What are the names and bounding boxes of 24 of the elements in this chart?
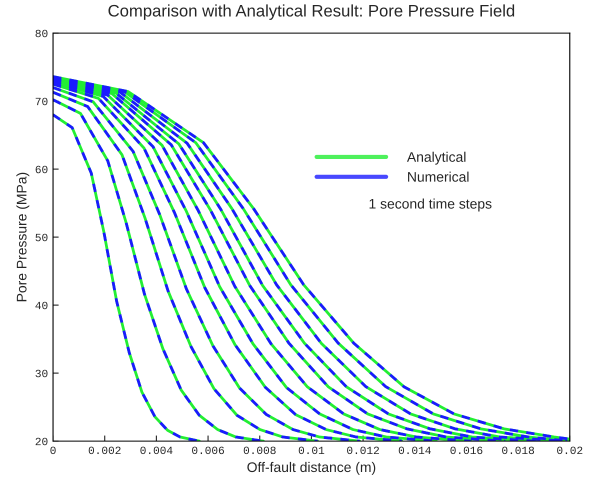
legend-label: Analytical [406, 152, 466, 165]
y-axis-title: Pore Pressure (MPa) [16, 172, 30, 302]
y-tick-label: 50 [36, 234, 48, 242]
y-tick-label: 60 [36, 166, 48, 174]
y-tick-label: 30 [36, 370, 48, 378]
y-tick-label: 40 [35, 302, 48, 310]
chart-title: Comparison with Analytical Result: Pore Pressure Field [108, 4, 514, 20]
x-tick-label: 0.008 [244, 446, 276, 454]
x-tick-label: 0.01 [298, 446, 324, 454]
x-tick-label: 0.002 [88, 446, 121, 454]
x-tick-label: 0.016 [450, 446, 482, 454]
x-tick-label: 0.02 [557, 446, 582, 454]
y-tick-label: 20 [36, 438, 48, 446]
x-tick-label: 0.004 [140, 446, 172, 454]
x-tick-label: 0.018 [502, 446, 534, 454]
legend-label: Numerical [408, 172, 469, 182]
x-tick-label: 0 [50, 446, 56, 454]
x-tick-label: 0.006 [192, 446, 224, 454]
x-tick-label: 0.014 [398, 446, 431, 454]
x-tick-label: 0.012 [347, 446, 379, 454]
x-axis-title: Off-fault distance (m) [247, 462, 376, 475]
y-tick-label: 80 [36, 30, 48, 38]
annotation: 1 second time steps [370, 198, 492, 212]
y-tick-label: 70 [36, 98, 48, 106]
